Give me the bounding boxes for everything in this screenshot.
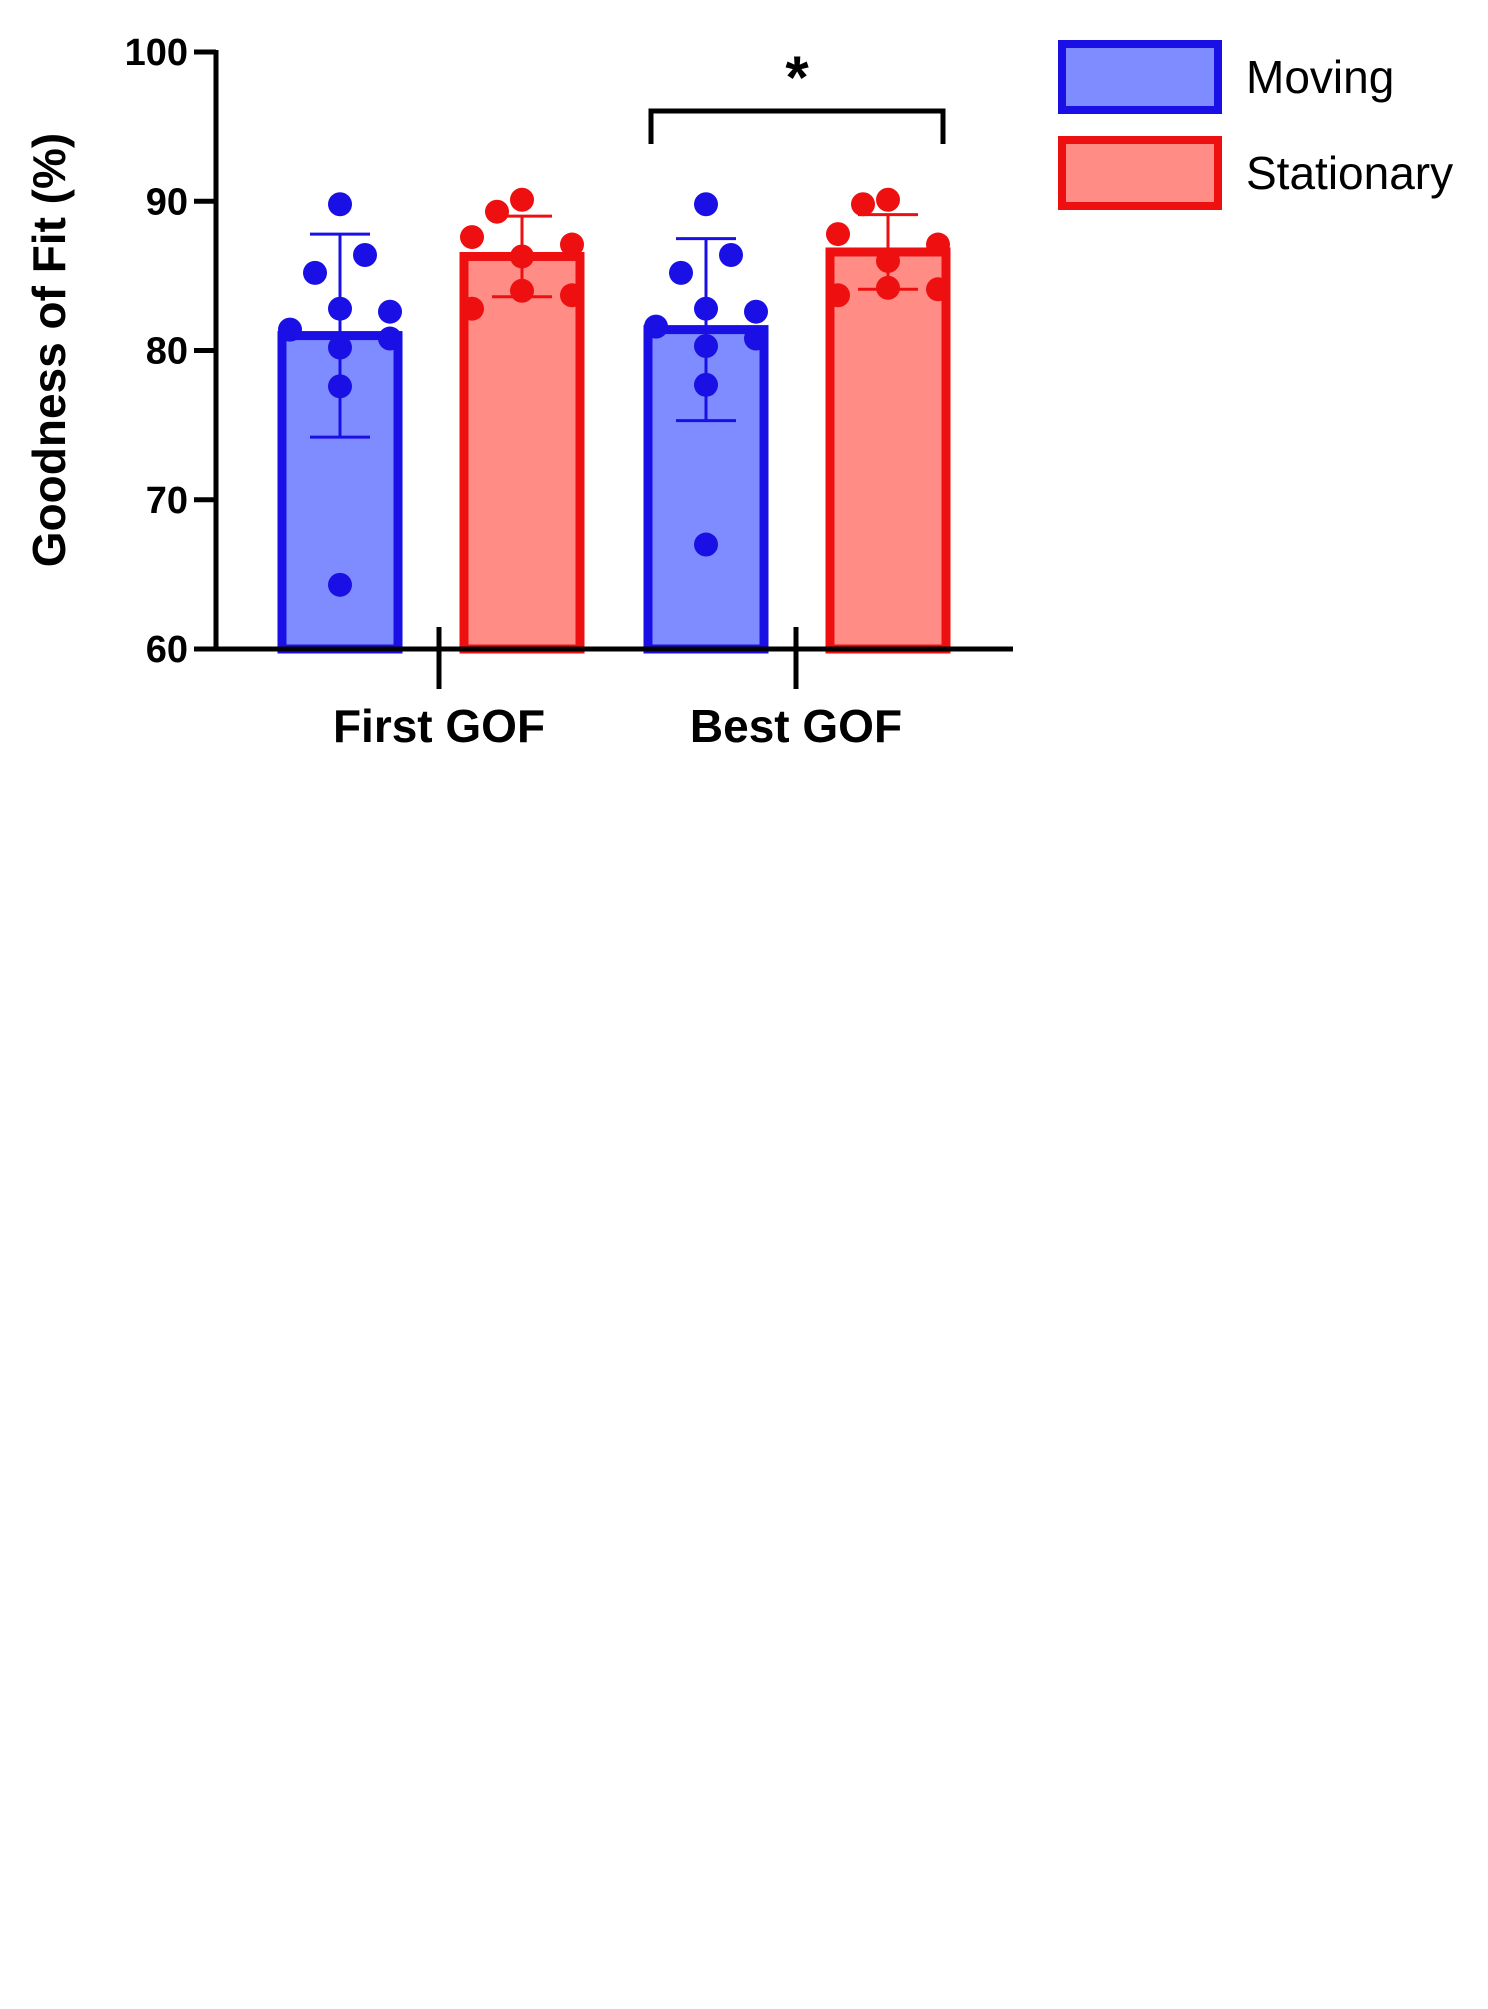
data-point (328, 572, 352, 597)
legend: Moving Stationary (1058, 40, 1453, 210)
legend-label-stationary: Stationary (1246, 147, 1453, 199)
data-point (378, 326, 402, 351)
data-point (669, 260, 693, 285)
data-point (826, 283, 850, 308)
data-point (876, 275, 900, 300)
data-point (694, 532, 718, 557)
x-tick-label: First GOF (333, 700, 545, 752)
x-tick-label: Best GOF (690, 700, 902, 752)
data-point (694, 192, 718, 217)
data-point (510, 187, 534, 212)
significance-star: * (785, 44, 809, 111)
significance-annotation: * (648, 44, 946, 144)
data-point (826, 222, 850, 247)
y-axis-title: Goodness of Fit (%) (23, 133, 75, 567)
bar-stationary-1 (825, 247, 951, 654)
data-point (353, 242, 377, 267)
legend-swatch-moving (1058, 40, 1222, 114)
data-point (876, 187, 900, 212)
data-point (378, 299, 402, 324)
data-point (851, 192, 875, 217)
chart: 60 70 80 90 100 First GOF Best GOF Goodness of … (0, 0, 1488, 800)
data-point (560, 232, 584, 257)
data-point (328, 192, 352, 217)
y-tick-label: 100 (125, 32, 188, 74)
data-point (560, 283, 584, 308)
data-point (719, 242, 743, 267)
labels-layer: 60 70 80 90 100 First GOF Best GOF Goodness of … (23, 32, 902, 752)
data-point (926, 232, 950, 257)
data-point (460, 225, 484, 250)
data-point (510, 278, 534, 303)
data-point (278, 317, 302, 342)
bar-chart: 60 70 80 90 100 First GOF Best GOF Goodness of … (23, 32, 1453, 752)
y-tick-label: 70 (146, 480, 188, 522)
data-point (328, 374, 352, 399)
data-point (644, 314, 668, 339)
data-point (485, 199, 509, 224)
data-point (876, 248, 900, 273)
data-point (328, 296, 352, 321)
data-point (328, 335, 352, 360)
axes-layer (194, 49, 1013, 689)
data-point (694, 372, 718, 397)
data-point (744, 299, 768, 324)
data-point (510, 244, 534, 269)
data-point (460, 296, 484, 321)
data-point (694, 296, 718, 321)
legend-label-moving: Moving (1246, 51, 1394, 103)
data-point (744, 326, 768, 351)
legend-swatch-stationary (1058, 136, 1222, 210)
y-tick-label: 60 (146, 629, 188, 671)
data-point (303, 260, 327, 285)
data-points-layer (278, 187, 950, 597)
y-tick-label: 90 (146, 181, 188, 223)
data-point (926, 277, 950, 302)
y-tick-label: 80 (146, 331, 188, 373)
significance-bracket (648, 108, 946, 144)
data-point (694, 334, 718, 359)
